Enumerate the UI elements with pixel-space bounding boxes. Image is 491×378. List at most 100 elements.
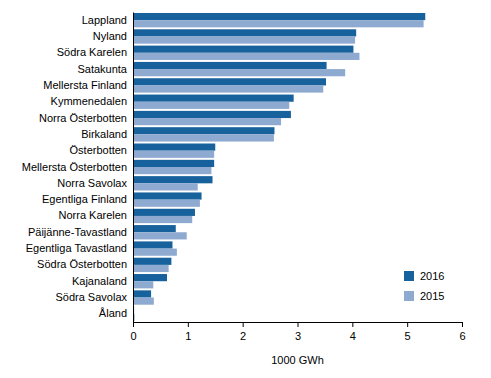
category-label: Södra Österbotten xyxy=(37,258,127,270)
bar xyxy=(133,200,200,207)
tick: Åland xyxy=(99,307,133,319)
category-label: Lappland xyxy=(82,14,127,26)
bar xyxy=(133,127,274,134)
tick: Kajanaland xyxy=(72,275,133,287)
tick-mark xyxy=(133,322,134,327)
bar xyxy=(133,36,355,43)
category-label: Norra Savolax xyxy=(57,177,127,189)
bar xyxy=(133,78,326,85)
tick: Birkaland xyxy=(81,128,133,140)
tick-label: 1 xyxy=(185,330,191,342)
tick: 3 xyxy=(295,322,301,342)
tick: 4 xyxy=(350,322,356,342)
tick-label: 4 xyxy=(350,330,356,342)
category-label: Norra Karelen xyxy=(59,209,127,221)
category-label: Norra Österbotten xyxy=(39,112,127,124)
category-label: Österbotten xyxy=(70,144,127,156)
bar xyxy=(133,144,215,151)
bar xyxy=(133,298,154,305)
tick-label: 6 xyxy=(459,330,465,342)
legend-swatch xyxy=(404,291,414,301)
category-label: Birkaland xyxy=(81,128,127,140)
bar xyxy=(133,183,198,190)
bar xyxy=(133,134,274,141)
bar xyxy=(133,29,356,36)
legend-label: 2016 xyxy=(420,270,444,282)
tick-label: 5 xyxy=(405,330,411,342)
bar xyxy=(133,62,327,69)
bar xyxy=(133,192,202,199)
bar xyxy=(133,53,359,60)
tick: Nyland xyxy=(93,30,133,42)
tick: Päijänne-Tavastland xyxy=(28,226,133,238)
category-label: Södra Karelen xyxy=(57,46,127,58)
bar xyxy=(133,241,172,248)
bar xyxy=(133,46,353,53)
tick-mark xyxy=(243,322,244,327)
category-label: Egentliga Tavastland xyxy=(26,242,127,254)
tick-label: 3 xyxy=(295,330,301,342)
tick: Södra Savolax xyxy=(55,291,133,303)
tick: Norra Karelen xyxy=(59,209,133,221)
tick: Lappland xyxy=(82,14,133,26)
tick: Södra Österbotten xyxy=(37,258,133,270)
bar xyxy=(133,95,294,102)
category-label: Kymmenedalen xyxy=(51,95,127,107)
bar xyxy=(133,216,192,223)
legend-item: 2015 xyxy=(404,290,444,302)
tick-mark xyxy=(407,322,408,327)
y-axis: Lappland Nyland Södra Karelen Satakunta Mell… xyxy=(22,13,134,323)
bar xyxy=(133,249,177,256)
bar xyxy=(133,274,167,281)
bar xyxy=(133,102,289,109)
bar xyxy=(133,151,214,158)
bar xyxy=(133,13,425,20)
bar xyxy=(133,258,171,265)
bar xyxy=(133,118,281,125)
category-label: Södra Savolax xyxy=(55,291,127,303)
bar xyxy=(133,290,151,297)
tick: 0 xyxy=(130,322,136,342)
category-label: Egentliga Finland xyxy=(42,193,127,205)
axis-line xyxy=(134,323,463,328)
bar xyxy=(133,85,323,92)
category-label: Mellersta Österbotten xyxy=(22,161,127,173)
bar xyxy=(133,265,169,272)
tick-mark xyxy=(352,322,353,327)
tick-label: 2 xyxy=(240,330,246,342)
chart: 0 1 2 3 4 5 6 Lappland Nyland Södra Karelen Sataku… xyxy=(0,0,491,378)
category-label: Mellersta Finland xyxy=(43,79,127,91)
bar xyxy=(133,69,345,76)
tick: Norra Österbotten xyxy=(39,112,133,124)
tick: 2 xyxy=(240,322,246,342)
tick: Mellersta Österbotten xyxy=(22,161,133,173)
bar xyxy=(133,167,211,174)
legend-swatch xyxy=(404,271,414,281)
tick: 1 xyxy=(185,322,191,342)
axis-line xyxy=(133,13,134,323)
bar xyxy=(133,20,424,27)
bar xyxy=(133,281,153,288)
tick: Mellersta Finland xyxy=(43,79,133,91)
bar xyxy=(133,225,176,232)
category-label: Nyland xyxy=(93,30,127,42)
bar xyxy=(133,209,195,216)
legend: 2016 2015 xyxy=(404,270,444,302)
category-label: Åland xyxy=(99,307,127,319)
tick-label: 0 xyxy=(130,330,136,342)
tick: Egentliga Tavastland xyxy=(26,242,133,254)
bar xyxy=(133,160,214,167)
category-label: Päijänne-Tavastland xyxy=(28,226,127,238)
legend-label: 2015 xyxy=(420,290,444,302)
plot: 0 1 2 3 4 5 6 Lappland Nyland Södra Karelen Sataku… xyxy=(22,13,466,342)
tick: Södra Karelen xyxy=(57,46,133,58)
tick: Österbotten xyxy=(70,144,133,156)
tick: 5 xyxy=(405,322,411,342)
axis-title: 1000 GWh xyxy=(271,354,324,366)
bar xyxy=(133,176,213,183)
tick-mark xyxy=(462,322,463,327)
tick-mark xyxy=(298,322,299,327)
legend-item: 2016 xyxy=(404,270,444,282)
tick: Satakunta xyxy=(77,63,133,75)
x-axis: 0 1 2 3 4 5 6 xyxy=(130,322,465,342)
